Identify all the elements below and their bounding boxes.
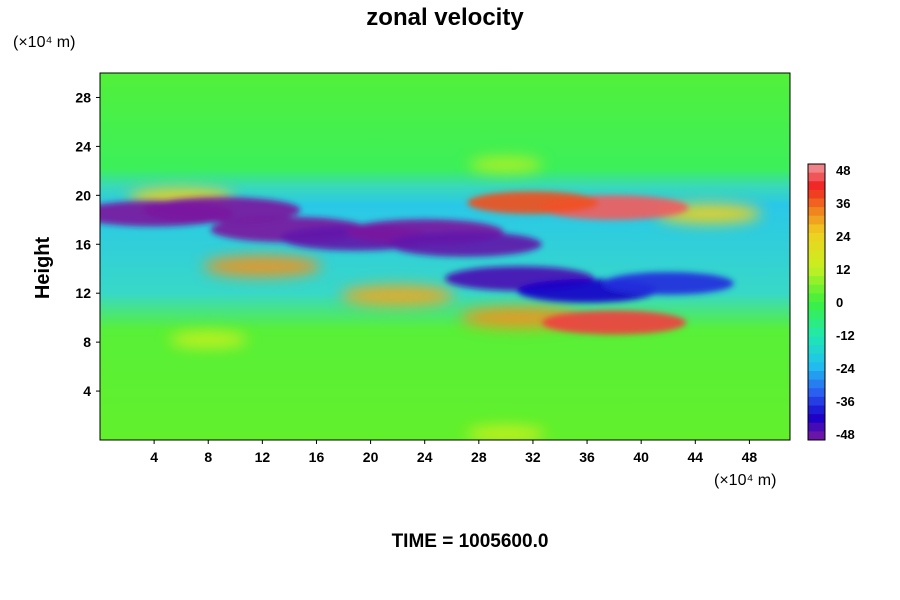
y-axis-units: (×10⁴ m)	[13, 34, 76, 51]
colorbar-segment	[808, 293, 825, 303]
colorbar-segment	[808, 172, 825, 182]
y-tick-label: 12	[75, 285, 91, 301]
y-tick-label: 24	[75, 138, 91, 154]
colorbar-segment	[808, 284, 825, 294]
colorbar-segment	[808, 431, 825, 441]
field-feature-1	[142, 197, 301, 223]
colorbar-segment	[808, 405, 825, 415]
colorbar-segment	[808, 181, 825, 191]
field-feature-12	[541, 310, 687, 335]
colorbar-label: 0	[836, 295, 843, 310]
x-tick-label: 8	[204, 449, 212, 465]
colorbar-segment	[808, 310, 825, 320]
x-tick-label: 20	[363, 449, 379, 465]
colorbar-segment	[808, 362, 825, 372]
colorbar-segment	[808, 189, 825, 199]
field-feature-5	[388, 231, 542, 257]
field-feature-17	[169, 331, 248, 349]
x-tick-label: 4	[150, 449, 158, 465]
x-tick-label: 24	[417, 449, 433, 465]
y-tick-label: 4	[83, 383, 91, 399]
heatmap-field	[100, 156, 762, 440]
colorbar-segment	[808, 258, 825, 268]
field-feature-14	[340, 285, 455, 307]
colorbar-segment	[808, 336, 825, 346]
y-tick-label: 28	[75, 89, 91, 105]
colorbar-segment	[808, 207, 825, 217]
colorbar-label: 12	[836, 262, 850, 277]
x-tick-label: 48	[742, 449, 758, 465]
time-label: TIME = 1005600.0	[391, 531, 549, 552]
y-tick-label: 8	[83, 334, 91, 350]
y-axis: 4 8 12 16 20 24 28	[75, 89, 100, 399]
colorbar-label: 24	[836, 229, 851, 244]
colorbar: 48 36 24 12 0 -12 -24 -36 -48	[807, 163, 856, 442]
colorbar-label: -36	[836, 394, 855, 409]
x-tick-label: 44	[688, 449, 704, 465]
colorbar-label: -48	[836, 427, 855, 442]
colorbar-segment	[808, 215, 825, 225]
colorbar-segment	[808, 164, 825, 174]
colorbar-segment	[808, 345, 825, 355]
colorbar-segment	[808, 241, 825, 251]
colorbar-segment	[808, 379, 825, 389]
colorbar-segment	[808, 388, 825, 398]
colorbar-label: 36	[836, 196, 850, 211]
plot-background	[100, 73, 790, 440]
y-axis-label: Height	[32, 237, 54, 300]
colorbar-segment	[808, 302, 825, 312]
x-axis-units: (×10⁴ m)	[714, 472, 777, 489]
chart-title: zonal velocity	[366, 4, 524, 31]
colorbar-segment	[808, 250, 825, 260]
colorbar-segment	[808, 353, 825, 363]
colorbar-segment	[808, 414, 825, 424]
field-feature-8	[602, 272, 734, 295]
colorbar-segment	[808, 371, 825, 381]
field-feature-19	[468, 156, 543, 173]
field-feature-15	[203, 255, 322, 277]
x-tick-label: 12	[255, 449, 271, 465]
field-feature-10	[467, 191, 599, 214]
colorbar-label: 48	[836, 163, 850, 178]
x-axis: 4 8 12 16 20 24 28 32 36 40 44 48	[150, 440, 757, 465]
field-feature-18	[466, 425, 546, 440]
colorbar-segment	[808, 276, 825, 286]
y-tick-label: 20	[75, 187, 91, 203]
plot-frame	[99, 72, 791, 441]
colorbar-frame	[807, 163, 826, 441]
colorbar-label: -12	[836, 328, 855, 343]
x-tick-label: 28	[471, 449, 487, 465]
colorbar-segment	[808, 422, 825, 432]
x-tick-label: 32	[525, 449, 541, 465]
colorbar-segment	[808, 267, 825, 277]
colorbar-label: -24	[836, 361, 856, 376]
colorbar-segment	[808, 319, 825, 329]
x-tick-label: 16	[309, 449, 325, 465]
colorbar-segment	[808, 396, 825, 406]
colorbar-segment	[808, 198, 825, 208]
y-tick-label: 16	[75, 236, 91, 252]
x-tick-label: 36	[579, 449, 595, 465]
x-tick-label: 40	[633, 449, 649, 465]
colorbar-segment	[808, 327, 825, 337]
colorbar-segment	[808, 233, 825, 243]
colorbar-segment	[808, 224, 825, 234]
